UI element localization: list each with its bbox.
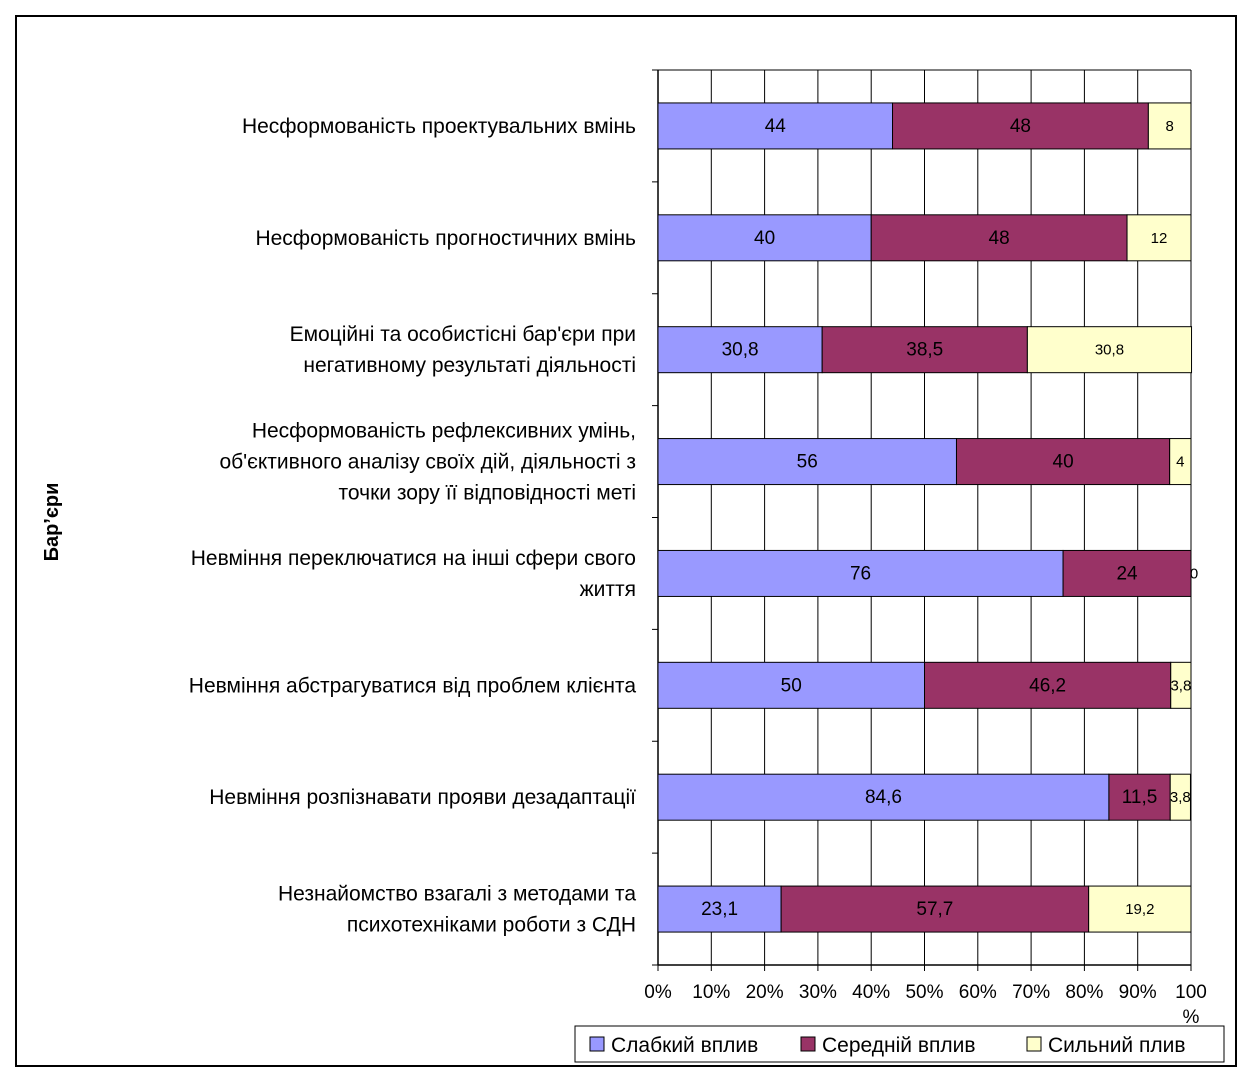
category-label: життя [580, 578, 636, 601]
category-label: точки зору її відповідності меті [339, 482, 636, 505]
data-label: 48 [1010, 116, 1031, 137]
data-label: 23,1 [701, 899, 738, 920]
x-tick-label: 20% [746, 982, 784, 1003]
bar-segment [657, 773, 1110, 821]
bar-segment [924, 661, 1172, 709]
bar-segment [1169, 438, 1192, 486]
data-label: 19,2 [1125, 901, 1154, 918]
category-label: Незнайомство взагалі з методами та [278, 883, 636, 906]
x-tick-label: 40% [852, 982, 890, 1003]
legend-swatch [800, 1036, 816, 1052]
x-tick-label: 60% [959, 982, 997, 1003]
category-label: Невміння переключатися на інші сфери сво… [191, 547, 636, 570]
data-label: 0 [1190, 565, 1198, 582]
bar-segment [1126, 214, 1192, 262]
data-label: 24 [1116, 563, 1138, 584]
legend-label: Середній вплив [822, 1034, 976, 1057]
category-label: Невміння розпізнавати прояви дезадаптаці… [209, 786, 636, 809]
x-tick-labels: 0% 10% 20% 30% 40% 50% 60% 70% 80% 90% 100% [644, 982, 1207, 1028]
x-tick-label: 10% [692, 982, 730, 1003]
y-axis-title: Бар’єри [41, 483, 63, 562]
legend-label: Слабкий вплив [611, 1034, 758, 1057]
bar-segment [1026, 326, 1193, 374]
data-label: 30,8 [722, 340, 759, 361]
data-label: 48 [989, 228, 1010, 249]
bar-segment [657, 102, 894, 150]
x-tick-label: 50% [905, 982, 943, 1003]
data-label: 84,6 [865, 787, 902, 808]
category-label: негативному результаті діяльності [303, 354, 636, 377]
category-label: об'єктивного аналізу своїх дій, діяльнос… [219, 451, 636, 474]
data-label: 11,5 [1122, 787, 1158, 808]
category-labels: Несформованість проектувальних вмінь Несф… [189, 115, 637, 937]
bar-segment [1062, 549, 1192, 597]
data-label: 3,8 [1170, 789, 1191, 806]
category-label: Несформованість прогностичних вмінь [255, 227, 636, 250]
bar-segment [657, 214, 872, 262]
category-label: психотехніками роботи з СДН [347, 914, 636, 937]
bar-segment [1108, 773, 1171, 821]
bars: 44 48 8 40 48 12 30,8 38,5 30,8 56 40 4 76 24 0 50 46,2 3… [657, 102, 1198, 933]
legend-swatch [589, 1036, 605, 1052]
x-tick-label: 70% [1012, 982, 1050, 1003]
data-label: 76 [850, 563, 871, 584]
category-label: Несформованість проектувальних вмінь [242, 115, 636, 138]
data-label: 57,7 [916, 899, 953, 920]
data-label: 50 [781, 675, 802, 696]
legend-swatch [1026, 1036, 1042, 1052]
x-tick-label: 30% [799, 982, 837, 1003]
bar-segment [657, 885, 782, 933]
bar-segment [1147, 102, 1192, 150]
bar-segment [870, 214, 1128, 262]
category-label: Несформованість рефлексивних умінь, [252, 420, 636, 443]
x-tick-label-cont: % [1183, 1007, 1200, 1028]
bar-segment [1170, 661, 1192, 709]
data-label: 44 [765, 116, 787, 137]
x-tick-label: 100 [1175, 982, 1207, 1003]
legend-label: Сильний плив [1048, 1034, 1186, 1057]
data-label: 40 [1053, 452, 1074, 473]
bar-segment [892, 102, 1149, 150]
bar-segment [1088, 885, 1192, 933]
data-label: 38,5 [906, 340, 943, 361]
bar-segment [657, 326, 823, 374]
x-tick-label: 0% [644, 982, 672, 1003]
data-label: 30,8 [1095, 342, 1124, 359]
x-tick-label: 80% [1065, 982, 1103, 1003]
data-label: 56 [797, 452, 818, 473]
bar-segment [821, 326, 1028, 374]
bar-segment [1169, 773, 1191, 821]
bar-segment [657, 549, 1064, 597]
data-label: 12 [1151, 230, 1168, 247]
data-label: 40 [754, 228, 775, 249]
data-label: 3,8 [1170, 677, 1191, 694]
category-label: Невміння абстрагуватися від проблем кліє… [189, 674, 637, 697]
data-label: 4 [1176, 454, 1184, 471]
data-label: 8 [1166, 118, 1174, 135]
legend: Слабкий вплив Середній вплив Сильний плив [574, 1025, 1225, 1063]
bar-segment [657, 661, 925, 709]
data-label: 46,2 [1029, 675, 1066, 696]
bar-segment [657, 438, 957, 486]
category-label: Емоційні та особистісні бар'єри при [290, 323, 636, 346]
legend-box [574, 1025, 1225, 1063]
x-tick-label: 90% [1119, 982, 1157, 1003]
